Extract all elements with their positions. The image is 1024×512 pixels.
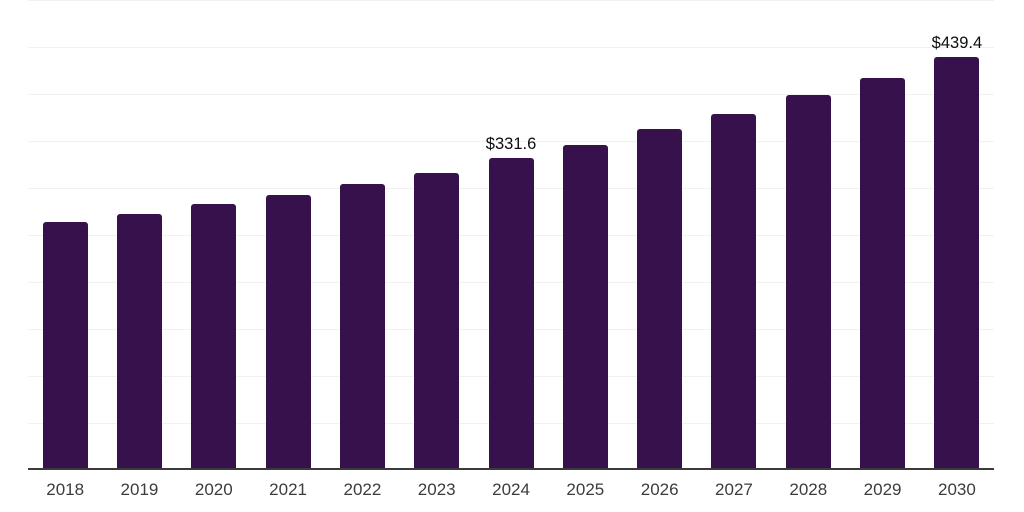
bar-2023 [414,172,460,470]
plot-area: $331.6 $439.4 [28,0,994,470]
bar-slot-2028 [771,0,845,470]
bar-2019 [116,213,162,470]
bar-slot-2029 [845,0,919,470]
gridline-500 [28,0,994,1]
bars-container: $331.6 $439.4 [28,0,994,470]
x-tick-label-2023: 2023 [417,480,456,499]
x-tick-label-2030: 2030 [937,480,976,499]
bar-slot-2018 [28,0,102,470]
bar-2030 [934,57,980,470]
bar-2021 [265,195,311,470]
bar-2029 [860,78,906,470]
bar-2018 [42,222,88,470]
x-tick-label-2021: 2021 [269,480,307,499]
x-tick-label-2026: 2026 [640,480,679,499]
gridline-400 [28,94,994,95]
x-tick-label-2022: 2022 [343,480,382,499]
x-axis-line [28,468,994,470]
bar-slot-2024: $331.6 [474,0,548,470]
x-tick-label-2029: 2029 [863,480,902,499]
x-tick-label-2027: 2027 [715,480,753,499]
x-tick-label-2020: 2020 [194,480,233,499]
value-label-2030: $439.4 [931,33,983,52]
bar-2020 [191,204,237,470]
bar-slot-2025 [548,0,622,470]
bar-slot-2021 [251,0,325,470]
gridline-350 [28,141,994,142]
bar-slot-2026 [623,0,697,470]
bar-2025 [562,145,608,470]
bar-2026 [637,129,683,470]
bar-slot-2027 [697,0,771,470]
bar-2027 [711,114,757,470]
bar-2028 [785,95,831,470]
x-axis-labels: 2018 2019 2020 2021 2022 2023 2024 2025 2026 2027… [28,478,994,502]
x-tick-label-2028: 2028 [789,480,828,499]
bar-2024 [488,158,534,470]
x-tick-label-2025: 2025 [566,480,605,499]
bar-slot-2020 [177,0,251,470]
bar-slot-2023 [400,0,474,470]
x-tick-label-2019: 2019 [120,480,159,499]
bar-slot-2019 [102,0,176,470]
value-label-2024: $331.6 [485,134,537,153]
bar-2022 [339,184,385,470]
gridline-450 [28,47,994,48]
bar-slot-2030: $439.4 [920,0,994,470]
x-tick-label-2024: 2024 [492,480,530,499]
x-tick-label-2018: 2018 [46,480,85,499]
bar-slot-2022 [325,0,399,470]
